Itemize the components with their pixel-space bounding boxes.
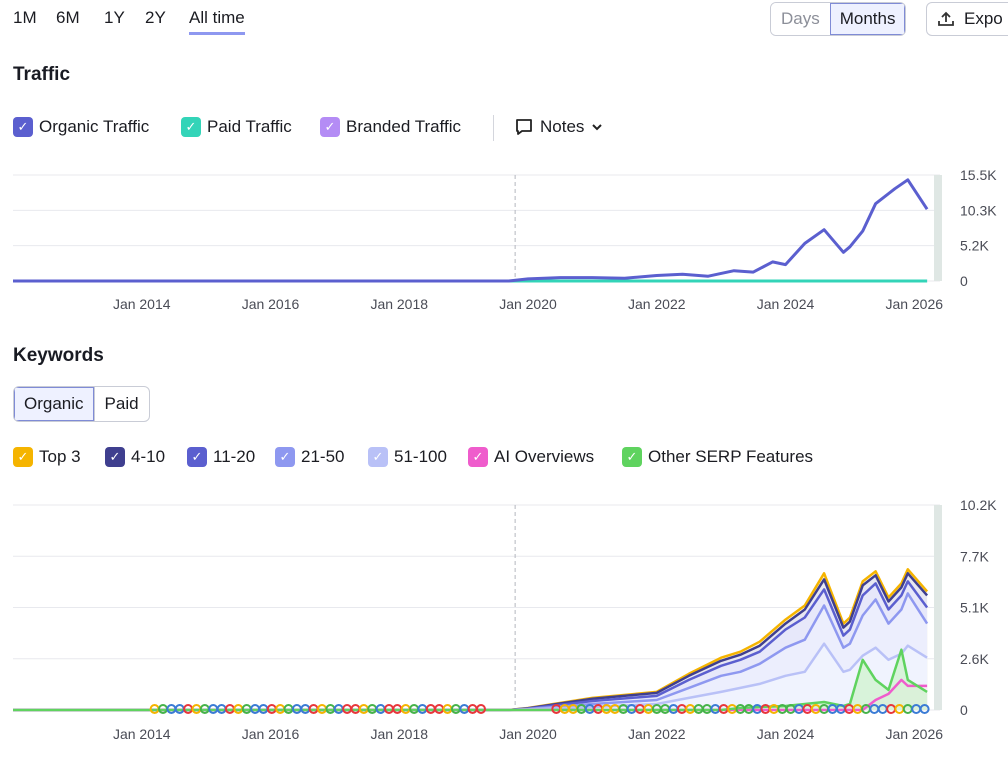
- comment-icon: [516, 119, 532, 135]
- chevron-down-icon: [592, 124, 603, 131]
- x-tick-label: Jan 2022: [628, 296, 686, 312]
- checkbox-icon: ✓: [468, 447, 488, 467]
- tab-organic[interactable]: Organic: [14, 387, 94, 421]
- series-area-11-20: [13, 581, 928, 710]
- legend-label: 4-10: [131, 447, 166, 466]
- export-label: Expo: [964, 9, 1003, 28]
- y-tick-label: 7.7K: [960, 548, 989, 564]
- x-tick-label: Jan 2024: [757, 296, 815, 312]
- x-tick-label: Jan 2016: [242, 296, 300, 312]
- legend-label: Paid Traffic: [207, 117, 292, 136]
- legend-label: 21-50: [301, 447, 345, 466]
- x-tick-label: Jan 2022: [628, 726, 686, 742]
- traffic-chart[interactable]: 15.5K 10.3K 5.2K 0 Jan 2014 Jan 2016 Jan 2018 J…: [0, 160, 1008, 320]
- latest-period-band: [934, 505, 942, 710]
- notes-label: Notes: [540, 117, 585, 136]
- keywords-type-tabs: Organic Paid: [13, 386, 150, 422]
- series-line-organic-traffic: [13, 178, 929, 283]
- legend-label: Organic Traffic: [39, 117, 150, 136]
- months-button[interactable]: Months: [829, 3, 906, 35]
- upload-icon: [938, 11, 954, 26]
- x-tick-label: Jan 2020: [499, 296, 557, 312]
- checkbox-icon: ✓: [275, 447, 295, 467]
- traffic-title: Traffic: [13, 64, 71, 85]
- checkbox-icon: ✓: [181, 117, 201, 137]
- x-tick-label: Jan 2018: [370, 296, 428, 312]
- notes-dropdown[interactable]: Notes: [514, 117, 604, 137]
- event-marker: [919, 704, 930, 714]
- x-tick-label: Jan 2014: [113, 726, 171, 742]
- legend-top-3[interactable]: ✓ Top 3: [13, 447, 81, 467]
- latest-period-band: [934, 175, 942, 281]
- legend-21-50[interactable]: ✓ 21-50: [275, 447, 344, 467]
- legend-label: Branded Traffic: [346, 117, 461, 136]
- legend-label: Other SERP Features: [648, 447, 814, 466]
- checkbox-icon: ✓: [622, 447, 642, 467]
- legend-paid-traffic[interactable]: ✓ Paid Traffic: [181, 117, 292, 137]
- y-tick-label: 0: [960, 702, 968, 718]
- y-tick-label: 15.5K: [960, 167, 997, 183]
- range-tab-all-time[interactable]: All time: [189, 8, 245, 35]
- x-tick-label: Jan 2018: [370, 726, 428, 742]
- legend-4-10[interactable]: ✓ 4-10: [105, 447, 165, 467]
- checkbox-icon: ✓: [13, 117, 33, 137]
- event-marker: [476, 704, 486, 714]
- x-tick-label: Jan 2024: [757, 726, 815, 742]
- x-tick-label: Jan 2026: [885, 296, 943, 312]
- range-tab-1m[interactable]: 1M: [13, 8, 37, 27]
- checkbox-icon: ✓: [13, 447, 33, 467]
- series-line-11-20: [13, 580, 929, 712]
- legend-label: AI Overviews: [494, 447, 595, 466]
- legend-label: 51-100: [394, 447, 447, 466]
- x-tick-label: Jan 2014: [113, 296, 171, 312]
- legend-other-serp-features[interactable]: ✓ Other SERP Features: [622, 447, 813, 467]
- range-tab-1y[interactable]: 1Y: [104, 8, 125, 27]
- keywords-chart[interactable]: 10.2K 7.7K 5.1K 2.6K 0 Jan 2014 Jan 2016 Jan 20…: [0, 490, 1008, 750]
- checkbox-icon: ✓: [368, 447, 388, 467]
- legend-divider: [493, 115, 494, 141]
- granularity-toggle: Days Months: [770, 2, 907, 36]
- y-tick-label: 5.1K: [960, 600, 989, 616]
- legend-ai-overviews[interactable]: ✓ AI Overviews: [468, 447, 594, 467]
- checkbox-icon: ✓: [320, 117, 340, 137]
- checkbox-icon: ✓: [105, 447, 125, 467]
- range-tab-2y[interactable]: 2Y: [145, 8, 166, 27]
- legend-organic-traffic[interactable]: ✓ Organic Traffic: [13, 117, 149, 137]
- x-tick-label: Jan 2016: [242, 726, 300, 742]
- keywords-title: Keywords: [13, 345, 104, 366]
- range-tab-6m[interactable]: 6M: [56, 8, 80, 27]
- series-line-21-50: [13, 592, 929, 712]
- export-button[interactable]: Expo: [926, 2, 1008, 36]
- series-line-4-10: [13, 572, 929, 712]
- x-tick-label: Jan 2020: [499, 726, 557, 742]
- legend-branded-traffic[interactable]: ✓ Branded Traffic: [320, 117, 461, 137]
- days-button[interactable]: Days: [771, 3, 830, 35]
- checkbox-icon: ✓: [187, 447, 207, 467]
- legend-label: Top 3: [39, 447, 81, 466]
- legend-label: 11-20: [213, 447, 256, 466]
- y-tick-label: 2.6K: [960, 651, 989, 667]
- y-tick-label: 10.2K: [960, 497, 997, 513]
- tab-paid[interactable]: Paid: [93, 387, 149, 421]
- legend-51-100[interactable]: ✓ 51-100: [368, 447, 447, 467]
- legend-11-20[interactable]: ✓ 11-20: [187, 447, 255, 467]
- y-tick-label: 5.2K: [960, 238, 989, 254]
- y-tick-label: 10.3K: [960, 202, 997, 218]
- x-tick-label: Jan 2026: [885, 726, 943, 742]
- y-tick-label: 0: [960, 273, 968, 289]
